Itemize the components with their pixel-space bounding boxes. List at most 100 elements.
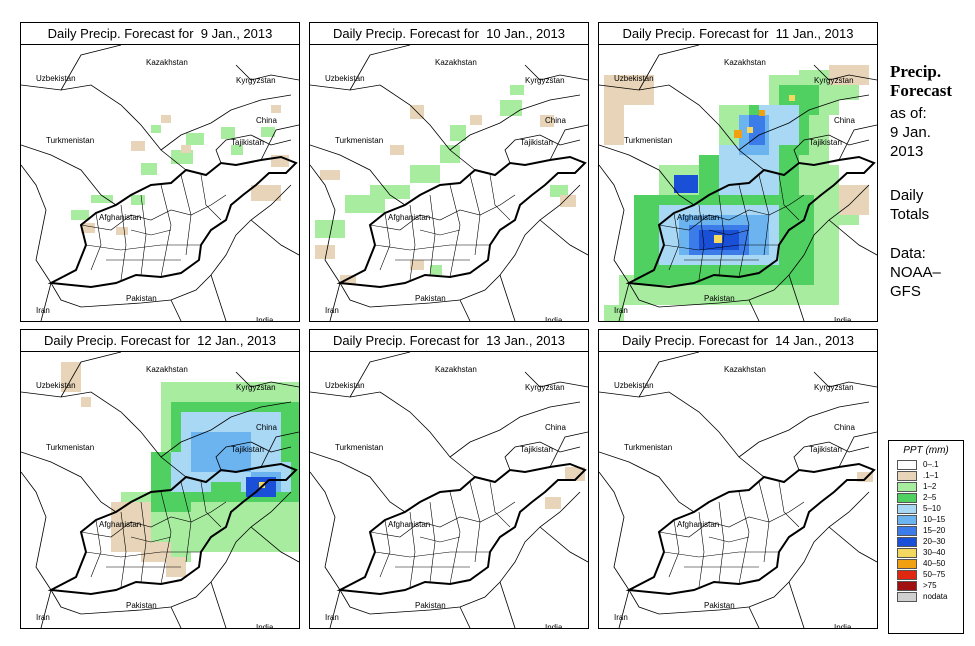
legend-swatch [897,460,917,470]
province-border [130,229,172,236]
precip-cell [171,150,193,164]
country-label: Afghanistan [677,520,719,529]
panel-title: Daily Precip. Forecast for 13 Jan., 2013 [310,330,588,352]
province-border [85,244,201,251]
country-border [235,371,299,388]
province-border [489,174,511,221]
legend-item: 50–75 [897,569,963,580]
country-label: Iran [325,306,339,315]
province-border [130,536,172,543]
country-label: Turkmenistan [624,443,672,452]
country-label: Afghanistan [388,213,430,222]
precip-cell [186,133,204,145]
province-border [409,511,416,588]
precip-cell [857,472,873,482]
country-border [310,471,341,591]
title-line-2: Forecast [890,81,952,100]
country-border [21,451,117,513]
country-label: Turkmenistan [624,136,672,145]
sidebar-title: Precip. Forecast [890,62,952,100]
province-border [200,174,222,221]
country-border [748,606,760,628]
country-label: Kazakhstan [146,58,188,67]
precip-cell [510,85,524,95]
legend-swatch [897,537,917,547]
province-border [469,481,481,563]
country-label: Afghanistan [99,520,141,529]
province-border [668,519,680,578]
forecast-map: Kazakhstan Uzbekistan Kyrgyzstan China Turkm… [21,45,299,321]
legend-item: 0–.1 [897,459,963,470]
precip-cell [151,125,161,133]
asof-line-3: 2013 [890,143,924,160]
legend-item: 15–20 [897,525,963,536]
asof-line-1: as of: [890,105,927,122]
country-border [329,589,341,628]
legend-label: 50–75 [923,570,946,579]
legend-label: 5–10 [923,504,941,513]
precip-cell [131,141,145,151]
precip-cell [315,245,335,259]
legend-swatch [897,592,917,602]
country-border [21,84,187,171]
precip-cell [340,275,356,285]
forecast-map: Kazakhstan Uzbekistan Kyrgyzstan China Turkm… [21,352,299,628]
legend-label: >75 [923,581,937,590]
asof-line-2: 9 Jan. [890,124,931,141]
country-label: China [256,116,277,125]
country-border [738,94,870,151]
afghanistan-border [47,155,298,289]
title-line-1: Precip. [890,62,942,81]
country-label: Kyrgyzstan [814,383,854,392]
precip-cell [560,195,576,207]
afghanistan-border [47,462,298,596]
legend-label: 1–2 [923,482,937,491]
precip-cell [141,163,157,175]
legend-item: 20–30 [897,536,963,547]
data-line-2: NOAA– [890,264,941,281]
country-border [40,282,52,321]
country-border [748,299,760,321]
data-line-1: Data: [890,245,926,262]
country-label: Uzbekistan [325,74,365,83]
province-border [379,519,391,578]
country-border [21,164,52,284]
country-label: Kazakhstan [146,365,188,374]
precip-cell [747,127,753,133]
country-border [170,299,182,321]
legend-label: 30–40 [923,548,946,557]
province-border [778,481,800,528]
country-border [329,282,341,321]
province-border [778,174,800,221]
precip-cell [540,115,554,127]
precip-cell [674,175,698,193]
precip-cell [470,115,482,125]
country-border [310,391,476,478]
precip-cell [604,75,654,105]
country-label: Kyrgyzstan [236,383,276,392]
country-border [310,451,406,513]
country-border [618,282,630,321]
precip-cell [604,305,624,321]
province-border [718,501,725,583]
country-border [828,526,877,563]
country-border [210,581,227,628]
forecast-map: Kazakhstan Uzbekistan Kyrgyzstan China Turkm… [310,352,588,628]
country-label: Turkmenistan [46,136,94,145]
country-border [793,134,870,164]
precip-cell [261,127,275,137]
precip-cell [604,105,624,145]
legend-swatch [897,493,917,503]
panel-title: Daily Precip. Forecast for 9 Jan., 2013 [21,23,299,45]
country-label: China [545,423,566,432]
country-label: Pakistan [415,294,446,303]
precip-cell [430,265,442,275]
precip-cell [259,482,265,488]
province-border [200,481,222,528]
country-border [549,431,588,468]
precip-cell [789,95,795,101]
province-border [374,551,490,558]
legend-swatch [897,504,917,514]
precip-cell [565,467,585,481]
legend-item: .1–1 [897,470,963,481]
